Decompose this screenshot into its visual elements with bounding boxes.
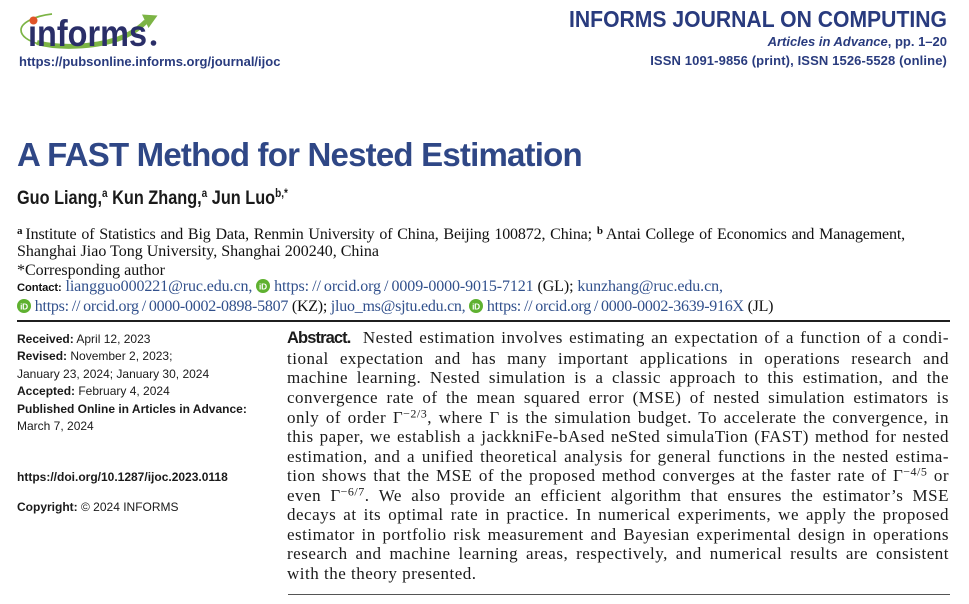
svg-text:iD: iD: [20, 301, 28, 311]
svg-text:iD: iD: [472, 301, 480, 311]
svg-text:iD: iD: [259, 282, 267, 292]
svg-text:ınforms: ınforms: [28, 13, 147, 54]
